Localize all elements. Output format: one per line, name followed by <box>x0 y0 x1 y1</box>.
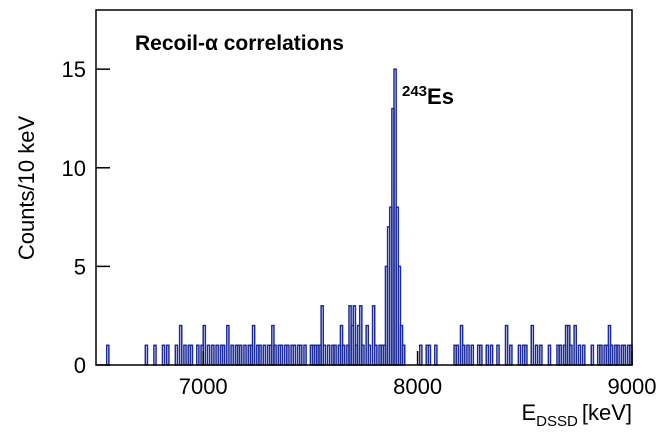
bar <box>161 344 166 366</box>
bar <box>189 344 194 366</box>
bar <box>322 344 327 366</box>
bar <box>569 344 573 366</box>
bar <box>333 344 337 366</box>
bar <box>547 344 552 366</box>
bar <box>616 344 620 366</box>
bar <box>455 344 460 366</box>
bar <box>238 344 243 366</box>
bar <box>174 344 179 366</box>
bar <box>581 344 586 366</box>
bar <box>361 344 365 366</box>
bar <box>609 344 614 366</box>
bar <box>496 344 500 366</box>
bar <box>183 344 187 366</box>
bar <box>534 344 539 366</box>
y-tick-label: 10 <box>62 156 86 181</box>
bar <box>292 344 297 366</box>
bar <box>577 344 582 366</box>
bar <box>504 324 509 366</box>
x-axis-label: EDSSD [keV] <box>521 400 632 430</box>
bar <box>215 344 219 366</box>
bar <box>326 344 331 366</box>
plot-frame <box>95 9 633 366</box>
chart-title: Recoil-α correlations <box>135 32 344 55</box>
bar <box>144 344 149 366</box>
annotation-mass: 243 <box>402 83 427 100</box>
bar <box>524 344 528 366</box>
bar <box>273 344 277 366</box>
bar <box>461 344 466 366</box>
annotation-element: Es <box>427 84 454 109</box>
bar <box>230 344 234 366</box>
bar <box>470 344 475 366</box>
bar <box>279 344 284 366</box>
bar <box>622 344 627 366</box>
bar <box>573 324 578 366</box>
bar <box>418 344 423 366</box>
bar <box>479 344 483 366</box>
bar <box>367 344 372 366</box>
y-axis-label: Counts/10 keV <box>14 116 39 261</box>
bar <box>485 344 490 366</box>
bar <box>558 344 562 366</box>
bar <box>105 344 110 366</box>
bar <box>298 344 303 366</box>
x-label-unit: [keV] <box>582 400 632 425</box>
bar <box>196 344 200 366</box>
x-tick-label: 8000 <box>393 374 442 399</box>
bar <box>178 324 183 366</box>
bar <box>251 324 256 366</box>
bar <box>489 344 494 366</box>
bar <box>539 344 543 366</box>
annotation: 243Es <box>402 83 454 109</box>
y-tick-label: 15 <box>62 57 86 82</box>
bar <box>211 344 215 366</box>
bar <box>599 344 603 366</box>
bar <box>166 344 170 366</box>
bar <box>153 344 157 366</box>
bar <box>341 344 346 366</box>
bar <box>517 344 522 366</box>
bar <box>530 324 535 366</box>
bar <box>221 344 226 366</box>
bar <box>373 344 378 366</box>
bar <box>509 344 513 366</box>
bar <box>434 344 438 366</box>
x-tick-label: 9000 <box>608 374 657 399</box>
x-label-subscript: DSSD <box>536 413 578 430</box>
bar <box>262 344 267 366</box>
bar <box>286 344 290 366</box>
bar <box>226 324 230 366</box>
bar <box>590 344 595 366</box>
bar <box>303 344 307 366</box>
bar <box>258 344 262 366</box>
bar <box>243 344 247 366</box>
y-tick-label: 0 <box>74 353 86 378</box>
bar <box>427 344 432 366</box>
y-tick-label: 5 <box>74 254 86 279</box>
x-label-symbol: E <box>521 400 536 425</box>
bar <box>466 344 470 366</box>
bar <box>401 344 406 366</box>
x-tick-label: 7000 <box>179 374 228 399</box>
bar <box>206 344 211 366</box>
